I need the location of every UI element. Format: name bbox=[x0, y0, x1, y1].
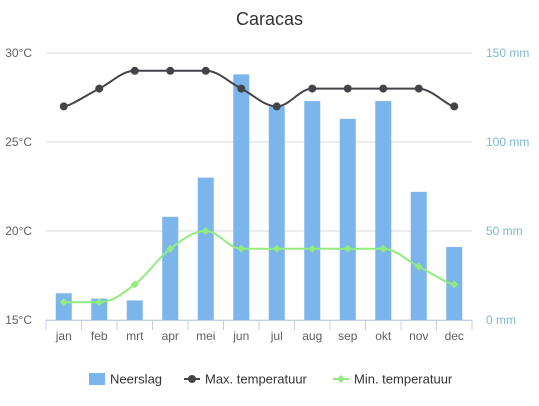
legend-label: Min. temperatuur bbox=[354, 372, 453, 387]
min-temperature-point-mrt bbox=[130, 280, 139, 289]
max-temperature-point-mrt bbox=[130, 66, 139, 75]
x-tick-label-apr: apr bbox=[162, 329, 179, 343]
max-temperature-point-okt bbox=[379, 84, 388, 93]
x-tick-label-sep: sep bbox=[338, 329, 358, 343]
min-temperature-point-sep bbox=[343, 244, 352, 253]
precipitation-bar-jul bbox=[268, 106, 285, 321]
legend-label: Max. temperatuur bbox=[205, 372, 308, 387]
precipitation-bar-feb bbox=[91, 298, 108, 320]
x-tick-label-okt: okt bbox=[375, 329, 392, 343]
min-temperature-point-jan bbox=[59, 298, 68, 307]
max-temperature-point-aug bbox=[308, 84, 317, 93]
legend-diamond-marker bbox=[337, 375, 345, 383]
legend-circle-marker bbox=[188, 375, 196, 383]
x-tick-label-jun: jun bbox=[232, 329, 249, 343]
precipitation-bar-mrt bbox=[126, 300, 143, 320]
min-temperature-point-jul bbox=[272, 244, 281, 253]
min-temperature-point-aug bbox=[308, 244, 317, 253]
precipitation-bar-jan bbox=[55, 293, 72, 320]
legend-item-diamond[interactable]: Min. temperatuur bbox=[333, 372, 453, 387]
x-tick-label-aug: aug bbox=[302, 329, 322, 343]
precipitation-bar-apr bbox=[162, 216, 179, 320]
precipitation-bar-nov bbox=[410, 191, 427, 320]
temperature-lines bbox=[59, 66, 459, 307]
y-right-tick-label: 0 mm bbox=[486, 313, 516, 327]
min-temperature-point-nov bbox=[414, 262, 423, 271]
max-temperature-point-jan bbox=[59, 102, 68, 111]
precipitation-bar-jun bbox=[233, 74, 250, 320]
legend-item-bar[interactable]: Neerslag bbox=[89, 372, 162, 387]
max-temperature-point-jul bbox=[272, 102, 281, 111]
y-left-tick-label: 25°C bbox=[5, 135, 32, 149]
precipitation-bars bbox=[55, 74, 463, 321]
min-temperature-point-jun bbox=[237, 244, 246, 253]
y-left-tick-label: 30°C bbox=[5, 46, 32, 60]
x-tick-label-mrt: mrt bbox=[126, 329, 144, 343]
min-temperature-point-mei bbox=[201, 227, 210, 235]
max-temperature-point-feb bbox=[95, 84, 104, 93]
x-tick-label-jul: jul bbox=[270, 329, 283, 343]
min-temperature-point-okt bbox=[379, 244, 388, 253]
precipitation-bar-aug bbox=[304, 101, 321, 320]
x-tick-label-jan: jan bbox=[55, 329, 72, 343]
x-tick-label-mei: mei bbox=[196, 329, 215, 343]
x-tick-label-feb: feb bbox=[91, 329, 108, 343]
chart-title: Caracas bbox=[236, 9, 303, 29]
axes: 15°C 20°C 25°C 30°C 0 mm 50 mm 100 mm 150 mm jan… bbox=[5, 46, 529, 343]
legend-bar-swatch bbox=[89, 373, 105, 385]
legend[interactable]: Neerslag Max. temperatuur Min. temperatuur bbox=[89, 372, 453, 387]
y-right-tick-label: 150 mm bbox=[486, 46, 529, 60]
legend-item-circle[interactable]: Max. temperatuur bbox=[184, 372, 308, 387]
y-right-tick-label: 100 mm bbox=[486, 135, 529, 149]
max-temperature-point-mei bbox=[201, 66, 210, 75]
grid-lines bbox=[46, 52, 472, 321]
precipitation-bar-okt bbox=[375, 101, 392, 320]
min-temperature-point-dec bbox=[450, 280, 459, 289]
min-temperature-point-apr bbox=[166, 244, 175, 253]
y-left-tick-label: 20°C bbox=[5, 224, 32, 238]
x-tick-label-nov: nov bbox=[409, 329, 428, 343]
x-tick-label-dec: dec bbox=[445, 329, 464, 343]
y-right-tick-label: 50 mm bbox=[486, 224, 523, 238]
max-temperature-line bbox=[63, 69, 455, 108]
max-temperature-point-apr bbox=[166, 66, 175, 75]
legend-label: Neerslag bbox=[110, 372, 162, 387]
max-temperature-point-dec bbox=[450, 102, 459, 111]
max-temperature-point-nov bbox=[414, 84, 423, 93]
min-temperature-point-feb bbox=[95, 298, 104, 307]
max-temperature-point-jun bbox=[237, 84, 246, 93]
y-left-tick-label: 15°C bbox=[5, 313, 32, 327]
max-temperature-point-sep bbox=[343, 84, 352, 93]
precipitation-bar-sep bbox=[339, 118, 356, 320]
precipitation-bar-mei bbox=[197, 177, 214, 320]
min-temperature-line bbox=[63, 229, 455, 304]
